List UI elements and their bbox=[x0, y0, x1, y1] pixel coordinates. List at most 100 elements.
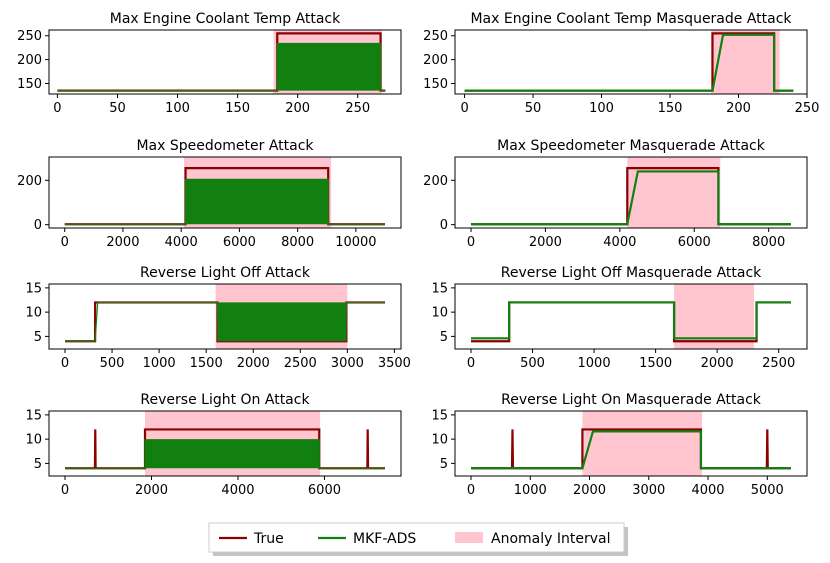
x-tick-label: 8000 bbox=[281, 235, 314, 250]
x-tick-label: 8000 bbox=[752, 235, 785, 250]
x-tick-label: 0 bbox=[61, 483, 69, 498]
axes-frame bbox=[48, 156, 402, 229]
x-tick-label: 2500 bbox=[762, 356, 795, 371]
x-tick-label: 1000 bbox=[578, 356, 611, 371]
y-tick-label: 250 bbox=[17, 29, 42, 44]
panel-reverse-light-off-attack: Reverse Light Off Attack 0 500 1000 1500 2000… bbox=[25, 265, 411, 371]
x-tick-label: 100 bbox=[165, 101, 190, 116]
y-tick-label: 5 bbox=[34, 457, 42, 472]
legend-anomaly-label: Anomaly Interval bbox=[491, 531, 610, 547]
x-tick-label: 500 bbox=[520, 356, 545, 371]
x-tick-label: 2000 bbox=[529, 235, 562, 250]
legend-box bbox=[208, 522, 625, 553]
x-tick-label: 2000 bbox=[573, 483, 606, 498]
x-tick-label: 0 bbox=[467, 235, 475, 250]
panel-title: Reverse Light On Attack bbox=[140, 392, 310, 408]
x-tick-label: 2000 bbox=[237, 356, 270, 371]
y-tick-label: 15 bbox=[431, 408, 448, 423]
axes-frame bbox=[454, 410, 808, 477]
axes-frame bbox=[48, 410, 402, 477]
panel-title: Max Speedometer Attack bbox=[136, 138, 314, 154]
y-tick-label: 10 bbox=[431, 306, 448, 321]
axes-frame bbox=[48, 283, 402, 350]
x-tick-label: 0 bbox=[61, 235, 69, 250]
x-tick-label: 250 bbox=[345, 101, 370, 116]
axes-frame bbox=[454, 156, 808, 229]
axes-frame bbox=[454, 283, 808, 350]
y-tick-label: 5 bbox=[440, 457, 448, 472]
y-tick-label: 10 bbox=[25, 306, 42, 321]
panel-title: Reverse Light Off Attack bbox=[140, 265, 311, 281]
y-tick-label: 15 bbox=[25, 408, 42, 423]
mkf-ads-series-line bbox=[471, 430, 791, 470]
y-tick-label: 10 bbox=[25, 433, 42, 448]
x-tick-label: 150 bbox=[225, 101, 250, 116]
y-tick-label: 200 bbox=[17, 174, 42, 189]
legend-anomaly-swatch bbox=[455, 532, 483, 543]
x-tick-label: 4000 bbox=[691, 483, 724, 498]
x-tick-label: 4000 bbox=[221, 483, 254, 498]
panel-title: Reverse Light On Masquerade Attack bbox=[501, 392, 762, 408]
mkf-ads-series-line bbox=[65, 301, 385, 342]
x-tick-label: 500 bbox=[100, 356, 125, 371]
x-tick-label: 200 bbox=[285, 101, 310, 116]
y-tick-label: 200 bbox=[17, 53, 42, 68]
x-tick-label: 50 bbox=[525, 101, 542, 116]
mkf-ads-series-line bbox=[57, 42, 386, 92]
y-tick-label: 5 bbox=[34, 330, 42, 345]
true-series-line bbox=[471, 428, 791, 470]
x-tick-label: 5000 bbox=[751, 483, 784, 498]
panel-title: Max Engine Coolant Temp Masquerade Attac… bbox=[470, 11, 792, 27]
x-tick-label: 1500 bbox=[639, 356, 672, 371]
panel-reverse-light-off-masquerade-attack: Reverse Light Off Masquerade Attack 0 500 1… bbox=[431, 265, 808, 371]
x-tick-label: 2000 bbox=[701, 356, 734, 371]
mkf-ads-series-line bbox=[471, 170, 791, 226]
x-tick-label: 100 bbox=[589, 101, 614, 116]
x-tick-label: 0 bbox=[460, 101, 468, 116]
y-tick-label: 10 bbox=[431, 433, 448, 448]
x-tick-label: 10000 bbox=[335, 235, 376, 250]
x-tick-label: 250 bbox=[795, 101, 820, 116]
panel-reverse-light-on-masquerade-attack: Reverse Light On Masquerade Attack 0 1000 2… bbox=[431, 392, 808, 498]
y-tick-label: 15 bbox=[25, 281, 42, 296]
legend: True MKF-ADS Anomaly Interval bbox=[208, 522, 628, 556]
legend-mkf-ads-label: MKF-ADS bbox=[353, 531, 416, 547]
panel-max-engine-coolant-temp-attack: Max Engine Coolant Temp Attack 0 50 100 150 2… bbox=[17, 11, 402, 116]
anomaly-interval bbox=[582, 411, 703, 476]
x-tick-label: 50 bbox=[109, 101, 126, 116]
x-tick-label: 3000 bbox=[331, 356, 364, 371]
x-tick-label: 2000 bbox=[135, 483, 168, 498]
axes-frame bbox=[48, 29, 402, 95]
x-tick-label: 2000 bbox=[106, 235, 139, 250]
y-tick-label: 150 bbox=[17, 77, 42, 92]
mkf-ads-series-line bbox=[65, 439, 385, 469]
x-tick-label: 2500 bbox=[284, 356, 317, 371]
axes-frame bbox=[454, 29, 808, 95]
y-tick-label: 150 bbox=[423, 77, 448, 92]
y-tick-label: 200 bbox=[423, 53, 448, 68]
x-tick-label: 3500 bbox=[378, 356, 411, 371]
mkf-ads-series-line bbox=[464, 33, 794, 92]
x-tick-label: 4000 bbox=[165, 235, 198, 250]
x-tick-label: 6000 bbox=[308, 483, 341, 498]
y-tick-label: 200 bbox=[423, 174, 448, 189]
panel-title: Max Speedometer Masquerade Attack bbox=[497, 138, 766, 154]
x-tick-label: 150 bbox=[658, 101, 683, 116]
true-series-line bbox=[65, 428, 385, 470]
x-tick-label: 1000 bbox=[143, 356, 176, 371]
y-tick-label: 250 bbox=[423, 29, 448, 44]
panel-reverse-light-on-attack: Reverse Light On Attack 0 2000 4000 6000 5 10 1… bbox=[25, 392, 402, 498]
x-tick-label: 0 bbox=[61, 356, 69, 371]
mkf-ads-series-line bbox=[471, 301, 791, 340]
x-tick-label: 6000 bbox=[678, 235, 711, 250]
x-tick-label: 6000 bbox=[223, 235, 256, 250]
panel-title: Reverse Light Off Masquerade Attack bbox=[501, 265, 762, 281]
x-tick-label: 0 bbox=[467, 356, 475, 371]
x-tick-label: 3000 bbox=[632, 483, 665, 498]
x-tick-label: 0 bbox=[467, 483, 475, 498]
y-tick-label: 15 bbox=[431, 281, 448, 296]
mkf-ads-series-line bbox=[64, 178, 385, 225]
panel-max-speedometer-attack: Max Speedometer Attack 0 2000 4000 6000 8000 1… bbox=[17, 138, 402, 250]
